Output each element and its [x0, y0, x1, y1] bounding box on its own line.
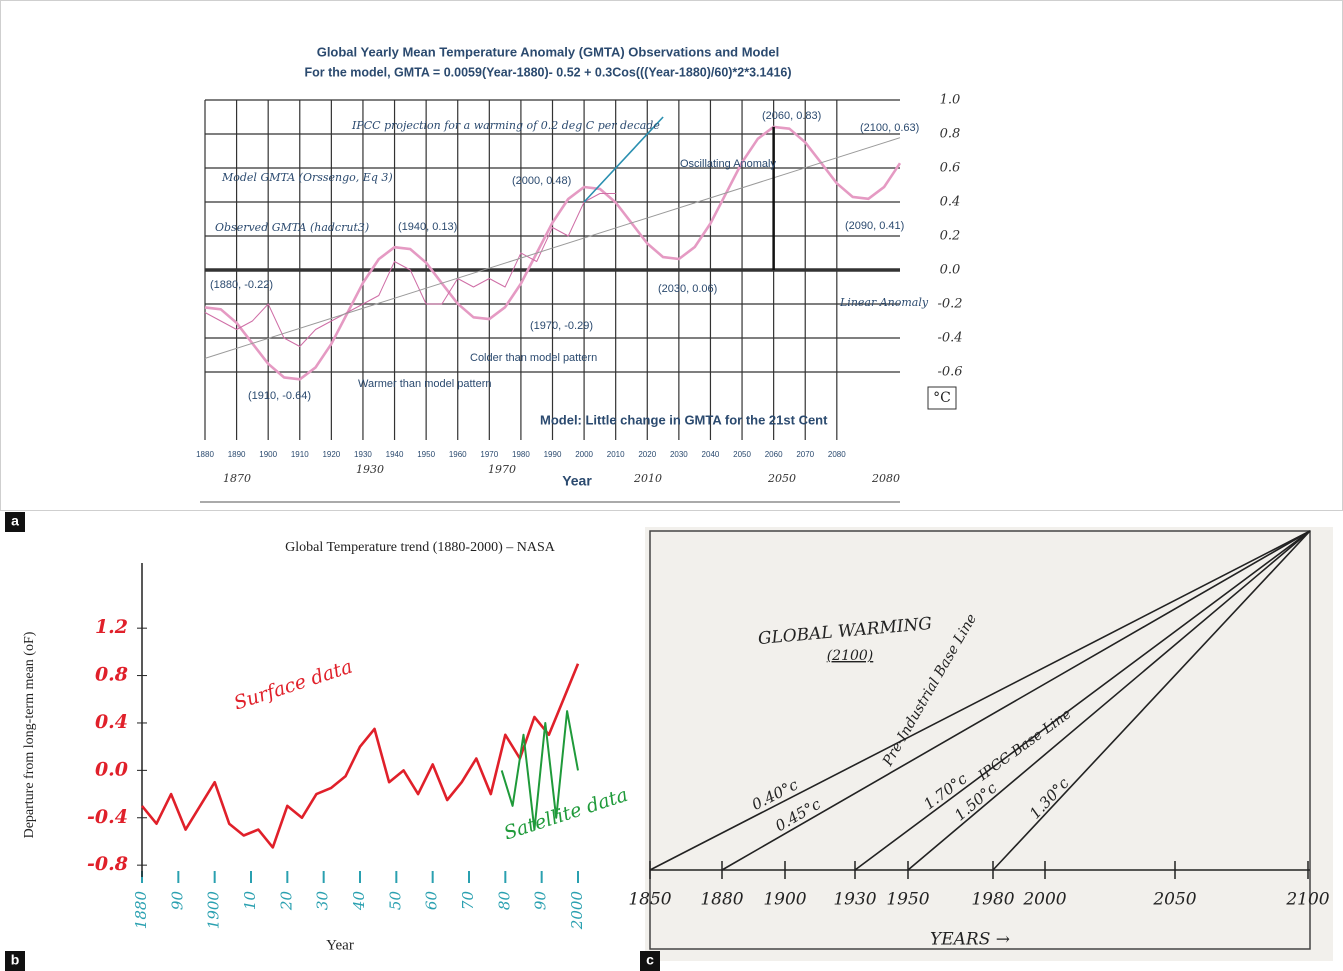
annotation: (1970, -0.29)	[530, 320, 593, 332]
series-callout: IPCC projection for a warming of 0.2 deg…	[351, 119, 660, 132]
x-tick-label: 20	[277, 891, 295, 912]
x-tick-label: 1930	[833, 890, 876, 910]
x-tick-label: 1980	[971, 890, 1014, 910]
x-tick-label: 50	[386, 891, 404, 911]
y-tick-label: 0.2	[940, 229, 961, 244]
x-tick-label: 1980	[512, 450, 530, 459]
x-tick-label: 30	[314, 891, 332, 911]
chart-subtitle: (2100)	[827, 648, 874, 664]
x-tick-label: 1990	[544, 450, 562, 459]
annotation: (2030, 0.06)	[658, 283, 717, 295]
x-tick-label: 2060	[765, 450, 783, 459]
annotation: Model: Little change in GMTA for the 21s…	[540, 412, 828, 427]
annotation: (2090, 0.41)	[845, 220, 904, 232]
x-tick-label: 70	[459, 891, 477, 911]
y-tick-label: 0.4	[95, 711, 128, 733]
x-tick-label: 1880	[700, 890, 743, 910]
x-tick-label: 1900	[763, 890, 806, 910]
y-axis-label: Departure from long-term mean (oF)	[22, 631, 37, 838]
x-tick-label: 1950	[417, 450, 435, 459]
y-axis-label: °C	[933, 390, 951, 406]
handwritten-label: 2080	[871, 472, 900, 485]
chart-subtitle: For the model, GMTA = 0.0059(Year-1880)-…	[304, 65, 791, 79]
x-tick-label: 1890	[228, 450, 246, 459]
y-tick-label: 0.8	[940, 127, 961, 142]
x-tick-label: 1920	[322, 450, 340, 459]
x-tick-label: 10	[241, 891, 259, 911]
x-tick-label: 1880	[132, 891, 150, 930]
y-tick-label: 0.0	[95, 758, 128, 780]
annotation: (1880, -0.22)	[210, 279, 273, 291]
x-tick-label: 90	[532, 891, 550, 911]
x-tick-label: 2050	[733, 450, 751, 459]
x-tick-label: 60	[423, 891, 441, 911]
chart-title: Global Temperature trend (1880-2000) – N…	[285, 540, 556, 555]
x-axis-label: YEARS →	[930, 930, 1010, 950]
series-callout: Linear Anomaly	[839, 296, 929, 309]
x-tick-label: 1970	[480, 450, 498, 459]
y-tick-label: 0.4	[940, 195, 961, 210]
annotation: Colder than model pattern	[470, 352, 597, 364]
handwritten-label: 1930	[356, 463, 384, 476]
x-tick-label: 2100	[1285, 890, 1329, 910]
x-tick-label: 1930	[354, 450, 372, 459]
y-tick-label: -0.2	[937, 297, 962, 312]
y-tick-label: -0.4	[937, 331, 962, 346]
x-tick-label: 1880	[196, 450, 214, 459]
y-tick-label: 0.6	[940, 161, 961, 176]
x-axis-label: Year	[326, 937, 354, 953]
x-tick-label: 2080	[828, 450, 846, 459]
x-tick-label: 2030	[670, 450, 688, 459]
annotation: (2100, 0.63)	[860, 122, 919, 134]
annotation: (1910, -0.64)	[248, 390, 311, 402]
x-tick-label: 2070	[796, 450, 814, 459]
handwritten-label: 2050	[767, 472, 796, 485]
x-tick-label: 40	[350, 891, 368, 912]
annotation: Oscillating Anomaly	[680, 158, 776, 170]
series-callout: Observed GMTA (hadcrut3)	[215, 221, 369, 234]
y-tick-label: -0.4	[87, 806, 128, 828]
x-tick-label: 80	[495, 891, 513, 911]
x-tick-label: 2000	[568, 891, 586, 931]
x-tick-label: 2050	[1152, 890, 1196, 910]
annotation: Warmer than model pattern	[358, 378, 491, 390]
chart-title: Global Yearly Mean Temperature Anomaly (…	[317, 44, 780, 59]
x-tick-label: 1940	[386, 450, 404, 459]
handwritten-label: 1870	[223, 472, 251, 485]
annotation: (2000, 0.48)	[512, 175, 571, 187]
panel-label: a	[11, 513, 19, 529]
x-tick-label: 90	[168, 891, 186, 911]
y-tick-label: 1.2	[95, 616, 128, 638]
x-tick-label: 1900	[205, 891, 223, 930]
x-tick-label: 2000	[1022, 890, 1066, 910]
y-tick-label: 0.0	[940, 263, 961, 278]
x-tick-label: 2010	[607, 450, 625, 459]
panel-label: b	[11, 952, 20, 968]
x-tick-label: 1850	[628, 890, 671, 910]
handwritten-label: 1970	[488, 463, 516, 476]
annotation: (1940, 0.13)	[398, 221, 457, 233]
series-callout: Model GMTA (Orssengo, Eq 3)	[221, 171, 393, 184]
y-tick-label: 0.8	[95, 664, 128, 686]
x-tick-label: 1950	[886, 890, 929, 910]
x-tick-label: 2040	[702, 450, 720, 459]
x-tick-label: 1960	[449, 450, 467, 459]
x-tick-label: 1900	[259, 450, 277, 459]
x-axis-label: Year	[562, 473, 592, 489]
handwritten-label: 2010	[633, 472, 662, 485]
y-tick-label: 1.0	[940, 93, 961, 108]
y-tick-label: -0.8	[87, 853, 128, 875]
annotation: (2060, 0.83)	[762, 110, 821, 122]
figure: Global Yearly Mean Temperature Anomaly (…	[0, 0, 1343, 971]
x-tick-label: 1910	[291, 450, 309, 459]
y-tick-label: -0.6	[937, 365, 962, 380]
x-tick-label: 2020	[638, 450, 656, 459]
x-tick-label: 2000	[575, 450, 593, 459]
panel-label: c	[646, 952, 654, 968]
